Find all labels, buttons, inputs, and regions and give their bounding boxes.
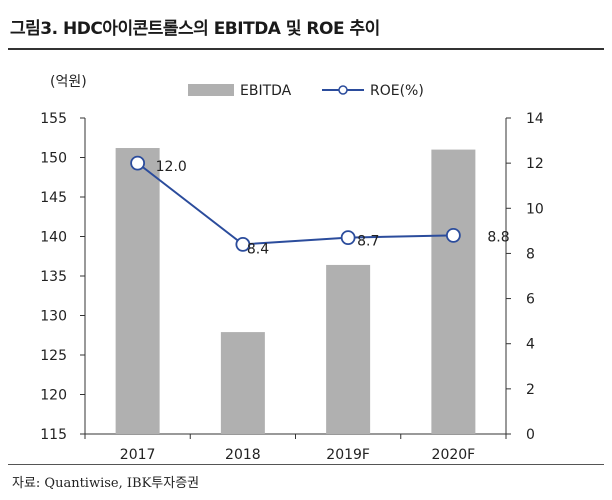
legend-roe-marker (338, 85, 348, 95)
left-tick-label: 130 (40, 309, 67, 325)
x-tick-label: 2017 (120, 447, 156, 463)
legend-roe-label: ROE(%) (370, 83, 424, 99)
right-tick-label: 10 (526, 201, 544, 217)
ebitda-bar (326, 264, 371, 434)
left-tick-label: 125 (40, 348, 67, 364)
bottom-divider (8, 464, 604, 465)
roe-point (340, 230, 356, 246)
right-tick-label: 12 (526, 156, 544, 172)
legend-ebitda-swatch (188, 84, 234, 96)
ebitda-bar (220, 332, 265, 434)
roe-point (130, 155, 146, 171)
left-tick-label: 145 (40, 190, 67, 206)
roe-data-label: 8.7 (357, 234, 379, 250)
roe-data-label: 8.8 (487, 229, 509, 245)
left-tick-label: 115 (40, 427, 67, 443)
title-divider (8, 48, 604, 50)
x-tick-label: 2020F (432, 447, 476, 463)
x-tick-label: 2019F (326, 447, 370, 463)
ebitda-bar (431, 149, 476, 434)
roe-point (235, 236, 251, 252)
left-tick-label: 140 (40, 230, 67, 246)
roe-data-label: 8.4 (247, 241, 269, 257)
roe-line (137, 162, 454, 246)
right-tick-label: 8 (526, 246, 535, 262)
right-tick-label: 0 (526, 427, 535, 443)
left-tick-label: 150 (40, 151, 67, 167)
ebitda-bar (115, 148, 160, 434)
legend-ebitda-label: EBITDA (240, 83, 292, 99)
figure-title: 그림3. HDC아이콘트롤스의 EBITDA 및 ROE 추이 (10, 19, 380, 39)
roe-data-label: 12.0 (156, 159, 187, 175)
right-tick-label: 4 (526, 337, 535, 353)
left-tick-label: 155 (40, 111, 67, 127)
chart-area: 115 120 125 130 135 140 145 150 155 0 2 4 6 8 10 12 14 20… (0, 54, 612, 464)
ebitda-roe-chart: 115 120 125 130 135 140 145 150 155 0 2 4 6 8 10 12 14 20… (40, 74, 544, 463)
right-tick-label: 14 (526, 111, 544, 127)
right-tick-label: 2 (526, 382, 535, 398)
x-tick-label: 2018 (225, 447, 261, 463)
left-tick-label: 135 (40, 269, 67, 285)
source-note: 자료: Quantiwise, IBK투자증권 (12, 476, 200, 491)
roe-point (445, 227, 461, 243)
left-tick-label: 120 (40, 388, 67, 404)
right-tick-label: 6 (526, 292, 535, 308)
left-axis-unit: (억원) (50, 74, 87, 90)
